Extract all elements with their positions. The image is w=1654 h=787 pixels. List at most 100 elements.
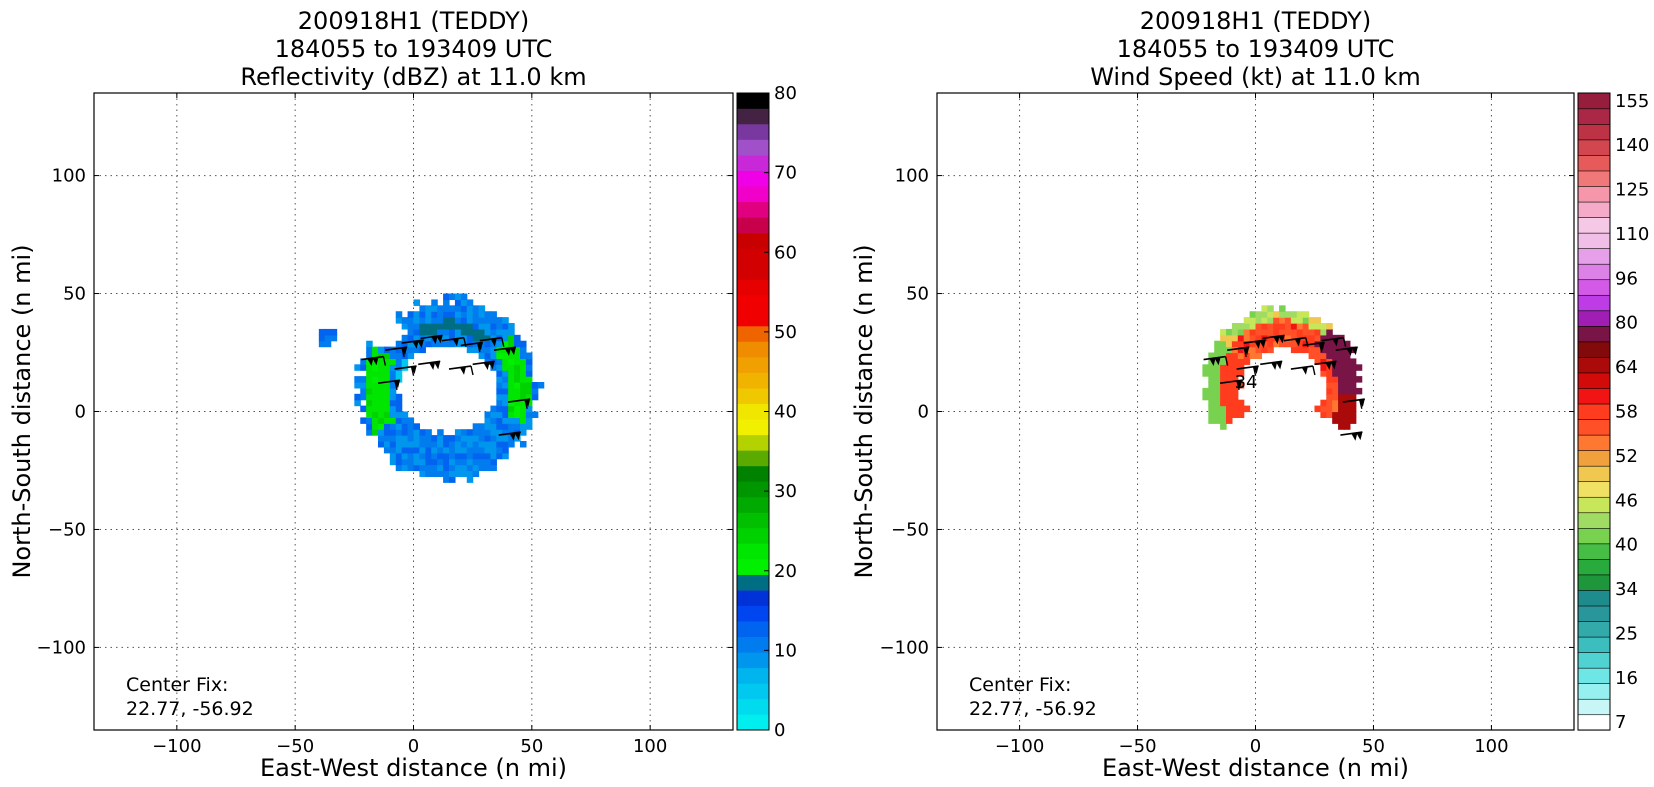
echo-cell <box>395 393 403 401</box>
barb-feather <box>1243 347 1247 358</box>
gridlines <box>94 93 733 730</box>
barb-staff <box>1314 360 1337 366</box>
x-tick-label: 0 <box>408 736 419 757</box>
echo-cell <box>425 305 432 312</box>
colorbar-swatch <box>737 201 769 218</box>
echo-cell <box>389 446 397 454</box>
wind-cell <box>1273 340 1280 348</box>
colorbar-tick-label: 140 <box>1615 135 1649 156</box>
echo-cell <box>383 382 391 389</box>
colorbar-swatch <box>1577 372 1611 389</box>
echo-cell <box>466 317 474 324</box>
wind-cell <box>1208 393 1215 401</box>
echo-cell <box>508 405 515 413</box>
echo-cell <box>443 305 450 312</box>
wind-cell <box>1220 382 1227 389</box>
wind-cell <box>1320 328 1327 336</box>
echo-cell <box>372 399 379 407</box>
wind-cell <box>1255 311 1262 318</box>
echo-cell <box>454 305 462 312</box>
wind-cell <box>1220 364 1227 371</box>
echo-cell <box>372 405 379 413</box>
wind-cell <box>1332 399 1339 407</box>
x-tick-label: −50 <box>1119 736 1157 757</box>
echo-cell <box>490 417 497 424</box>
colorbar-swatch <box>737 450 769 467</box>
echo-cell <box>407 317 415 324</box>
wind-cell <box>1308 328 1316 336</box>
echo-cell <box>502 370 509 377</box>
wind-cell <box>1308 352 1316 360</box>
wind-cell <box>1349 382 1357 389</box>
echo-cell <box>514 393 521 401</box>
echo-cell <box>478 305 486 312</box>
echo-cell <box>407 464 415 472</box>
wind-cell <box>1226 352 1233 360</box>
echo-cell <box>466 346 474 354</box>
barb-staff <box>1335 346 1358 351</box>
echo-cell <box>366 411 373 418</box>
echo-cell <box>372 387 379 395</box>
echo-cell <box>514 382 521 389</box>
echo-cell <box>496 423 503 430</box>
echo-cell <box>324 334 332 342</box>
echo-cell <box>449 305 456 312</box>
echo-cell <box>395 352 403 360</box>
echo-cell <box>366 346 373 354</box>
wind-cell <box>1320 370 1327 377</box>
echo-cell <box>525 417 533 424</box>
echo-cell <box>502 435 509 442</box>
wind-cell <box>1302 340 1310 348</box>
colorbar-tick-label: 70 <box>774 163 797 184</box>
wind-cell <box>1302 317 1310 324</box>
barb-staff <box>1220 379 1243 384</box>
wind-cell <box>1249 323 1257 330</box>
echo-cell <box>395 429 403 436</box>
echo-cell <box>508 382 515 389</box>
barb-staff <box>498 431 521 436</box>
echo-cell <box>472 346 480 354</box>
wind-cell <box>1332 417 1339 424</box>
colorbar-swatch <box>1577 418 1611 436</box>
wind-cell <box>1231 352 1239 360</box>
echo-cell <box>431 470 438 477</box>
echo-cell <box>389 399 397 407</box>
echo-cell <box>383 440 391 448</box>
echo-cell <box>449 464 456 472</box>
wind-cell <box>1220 376 1227 383</box>
wind-cell <box>1343 423 1351 430</box>
colorbar-swatch <box>737 574 769 591</box>
echo-cell <box>437 429 444 436</box>
echo-cell <box>413 323 421 330</box>
echo-cell <box>496 364 503 371</box>
echo-cell <box>466 452 474 460</box>
echo-cell <box>449 470 456 477</box>
echo-cell <box>378 376 385 383</box>
colorbar-swatch <box>737 186 769 203</box>
wind-cell <box>1214 387 1221 395</box>
wind-cell <box>1343 399 1351 407</box>
echo-cell <box>413 346 421 354</box>
echo-cell <box>478 435 486 442</box>
echo-cell <box>354 393 361 401</box>
echo-cell <box>466 429 474 436</box>
wind-cell <box>1284 323 1292 330</box>
wind-cell <box>1290 323 1298 330</box>
colorbar-swatch <box>737 621 769 638</box>
wind-cell <box>1279 311 1286 318</box>
echo-cell <box>472 334 480 342</box>
colorbar-swatch <box>1577 92 1611 110</box>
echo-cell <box>531 411 539 418</box>
wind-cell <box>1338 352 1345 360</box>
echo-cell <box>443 311 450 318</box>
wind-cell <box>1338 411 1345 418</box>
x-tick-label: −100 <box>152 736 201 757</box>
echo-cell <box>395 399 403 407</box>
echo-cell <box>407 311 415 318</box>
echo-cell <box>372 382 379 389</box>
colorbar-swatch <box>737 170 769 187</box>
echo-cell <box>378 399 385 407</box>
colorbar-swatch <box>737 481 769 498</box>
echo-cell <box>525 376 533 383</box>
